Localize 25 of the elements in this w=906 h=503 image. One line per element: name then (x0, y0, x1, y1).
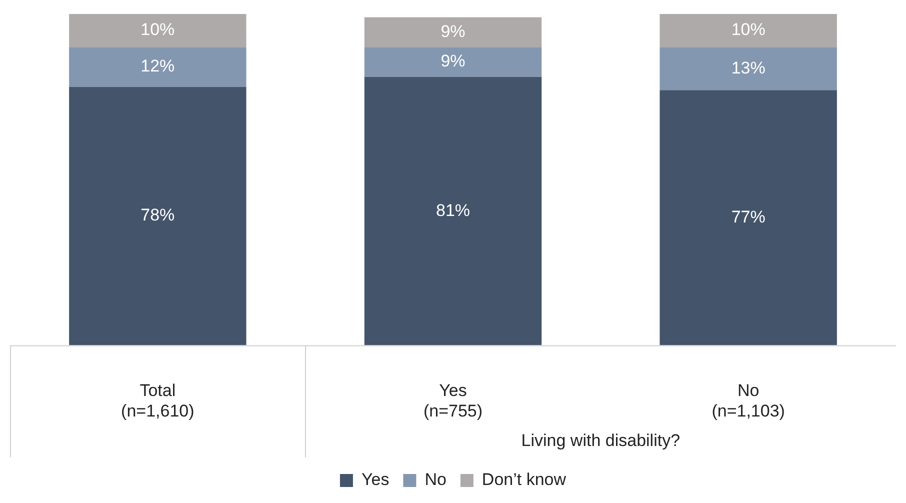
data-label: 12% (140, 56, 175, 76)
data-label: 77% (731, 207, 766, 226)
bar (69, 86, 246, 346)
data-label: 13% (731, 58, 766, 78)
data-label: 10% (731, 20, 766, 40)
bar (660, 90, 837, 346)
bar (69, 47, 246, 87)
bar (364, 17, 542, 48)
x-tick-label: Total (n=1,610) (121, 381, 194, 420)
data-label: 81% (436, 200, 470, 220)
data-label: 10% (140, 20, 175, 40)
legend-label: Don’t know (482, 470, 567, 490)
legend-label: Yes (361, 470, 390, 490)
bar (69, 14, 246, 48)
text: Living with disability? (521, 430, 680, 450)
data-label: 9% (440, 52, 466, 71)
bar (660, 47, 837, 90)
legend-label: No (424, 470, 446, 490)
data-label: 9% (440, 22, 466, 41)
x-tick-label: No (n=1,103) (712, 381, 785, 420)
data-label: 78% (140, 206, 175, 225)
bar (364, 76, 542, 346)
x-tick-label: Yes (n=755) (423, 381, 483, 420)
bar (660, 14, 837, 48)
bar (364, 47, 542, 77)
